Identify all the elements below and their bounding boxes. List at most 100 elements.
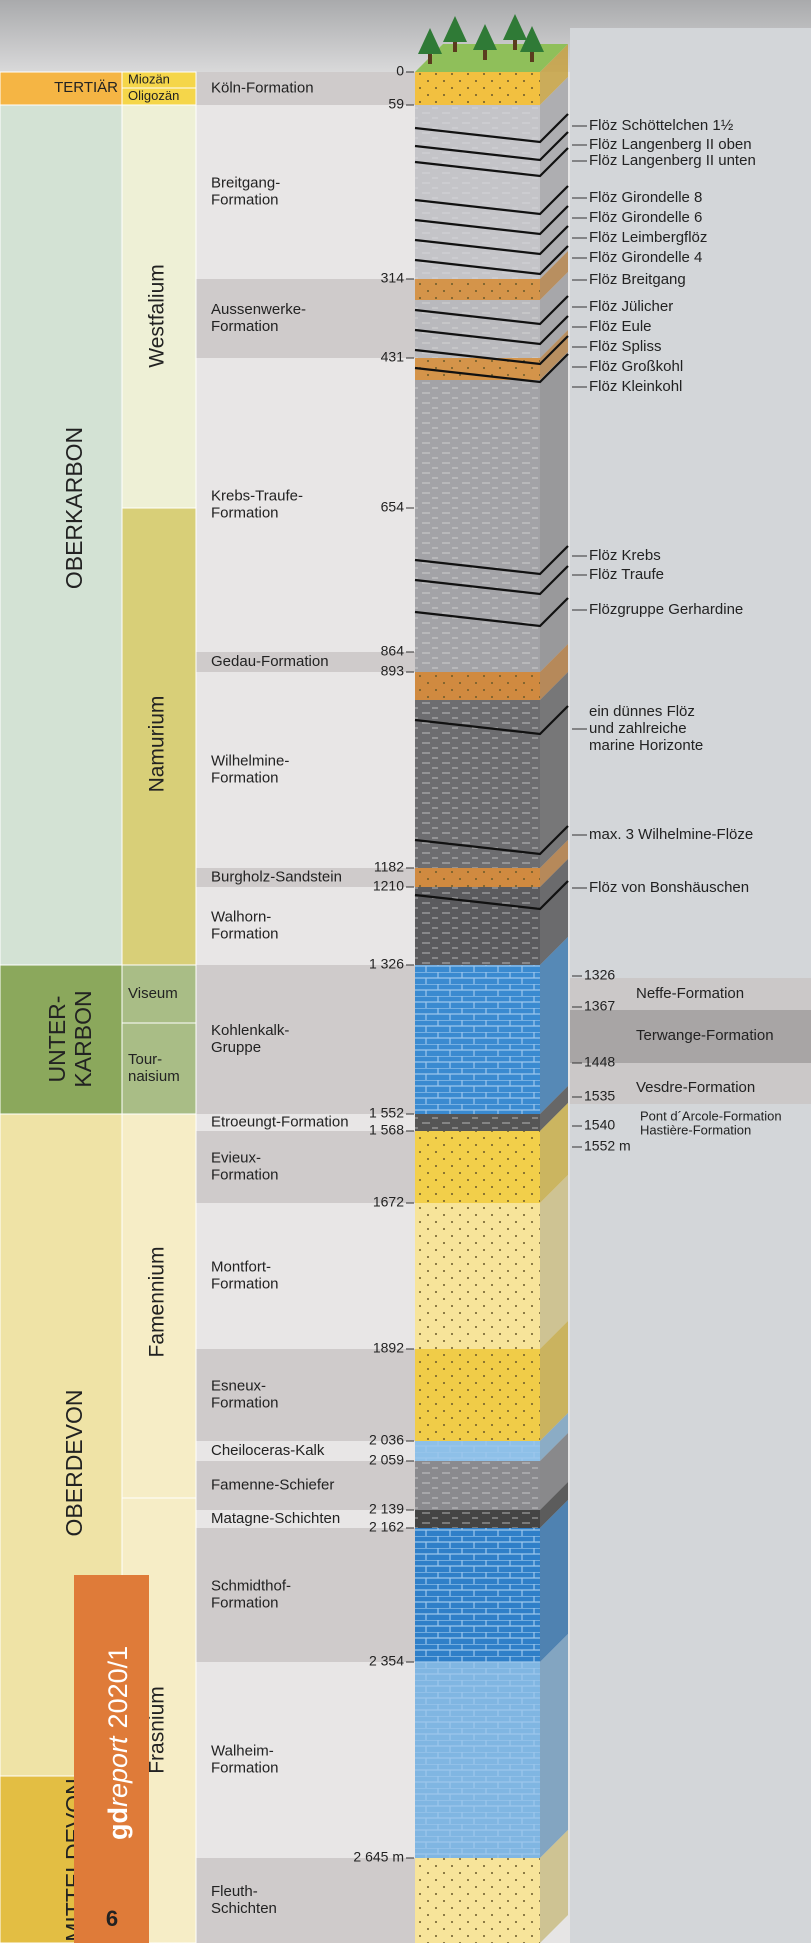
seam-label: und zahlreiche: [589, 720, 687, 737]
depth-label: 1 552: [369, 1105, 404, 1121]
badge-name: report: [103, 1735, 133, 1807]
era-group: OBERKARBON: [61, 427, 87, 589]
seam-label: marine Horizonte: [589, 737, 703, 754]
depth-label: 893: [381, 663, 405, 679]
rock-pattern: [415, 1131, 540, 1203]
depth-label: 1672: [373, 1194, 404, 1210]
era-group: UNTER-KARBON: [44, 990, 96, 1087]
rock-pattern: [415, 1203, 540, 1349]
formation-label: Formation: [211, 504, 279, 521]
badge-title: gdreport2020/1: [103, 1646, 133, 1840]
lower-depth: 1552 m: [584, 1138, 631, 1154]
formation-label: Formation: [211, 191, 279, 208]
formation-label: Formation: [211, 1166, 279, 1183]
seam-label: Flöz Eule: [589, 318, 652, 335]
formation-label: Wilhelmine-: [211, 752, 289, 769]
seam-label: Flöz Girondelle 8: [589, 189, 702, 206]
rock-pattern: [415, 279, 540, 300]
seam-label: Flöz Spliss: [589, 338, 662, 355]
seam-label: Flöz Jülicher: [589, 298, 673, 315]
formation-label: Montfort-: [211, 1258, 271, 1275]
seam-label: Flöz Breitgang: [589, 271, 686, 288]
formation-label: Walhorn-: [211, 908, 271, 925]
rock-side-shade: [540, 937, 568, 1114]
rock-side-shade: [540, 1500, 568, 1662]
formation-label: Formation: [211, 318, 279, 335]
rock-pattern: [415, 1528, 540, 1662]
formation-label: Gedau-Formation: [211, 653, 329, 670]
seam-label: Flöz Girondelle 4: [589, 249, 702, 266]
depth-label: 2 645 m: [353, 1849, 404, 1865]
formation-label: Walheim-: [211, 1742, 274, 1759]
depth-label: 314: [381, 270, 405, 286]
lower-formation: Hastière-Formation: [640, 1122, 751, 1137]
depth-label: 2 059: [369, 1452, 404, 1468]
rock-side-shade: [540, 1634, 568, 1858]
formation-label: Esneux-: [211, 1377, 266, 1394]
formation-label: Krebs-Traufe-: [211, 487, 303, 504]
rock-pattern: [415, 1461, 540, 1510]
formation-label: Formation: [211, 769, 279, 786]
seam-label: Flöz Traufe: [589, 566, 664, 583]
lower-formation: Neffe-Formation: [636, 985, 744, 1002]
lower-formation: Terwange-Formation: [636, 1027, 774, 1044]
formation-label: Gruppe: [211, 1039, 261, 1056]
rock-pattern: [415, 965, 540, 1114]
lower-depth: 1367: [584, 998, 615, 1014]
rock-side-shade: [540, 1175, 568, 1349]
stage-label: Namurium: [146, 696, 169, 793]
stage-group: Westfalium: [146, 264, 169, 367]
formation-label: Burgholz-Sandstein: [211, 868, 342, 885]
stage-group: Famennium: [146, 1247, 169, 1358]
seam-label: Flöz Langenberg II oben: [589, 136, 752, 153]
seam-label: ein dünnes Flöz: [589, 703, 695, 720]
rock-pattern: [415, 1662, 540, 1858]
depth-label: 59: [388, 96, 404, 112]
rock-pattern: [415, 380, 540, 672]
depth-label: 1 568: [369, 1122, 404, 1138]
era-label: UNTER-: [44, 996, 70, 1083]
rock-pattern: [415, 300, 540, 358]
rock-pattern: [415, 1441, 540, 1461]
lower-formation: Vesdre-Formation: [636, 1079, 755, 1096]
era-label: TERTIÄR: [54, 79, 118, 96]
stage-label: naisium: [128, 1068, 180, 1085]
lower-formation: Pont d´Arcole-Formation: [640, 1108, 782, 1123]
formation-label: Formation: [211, 1594, 279, 1611]
depth-label: 2 139: [369, 1501, 404, 1517]
era-label: OBERDEVON: [61, 1390, 87, 1537]
stage-label: Famennium: [146, 1247, 169, 1358]
badge-page: 6: [106, 1906, 118, 1931]
stage-label: Tour-: [128, 1051, 162, 1068]
formation-label: Cheiloceras-Kalk: [211, 1442, 325, 1459]
seam-label: Flöz von Bonshäuschen: [589, 879, 749, 896]
seam-label: Flöz Langenberg II unten: [589, 152, 756, 169]
formation-label: Etroeungt-Formation: [211, 1113, 349, 1130]
depth-label: 1210: [373, 878, 404, 894]
depth-label: 0: [396, 63, 404, 79]
formation-label: Formation: [211, 925, 279, 942]
depth-label: 431: [381, 349, 405, 365]
era-label: KARBON: [70, 990, 96, 1087]
seam-label: Flöz Krebs: [589, 547, 661, 564]
seam-label: max. 3 Wilhelmine-Flöze: [589, 826, 753, 843]
stage-label: Miozän: [128, 71, 170, 86]
formation-label: Aussenwerke-: [211, 301, 306, 318]
formation-label: Breitgang-: [211, 174, 280, 191]
rock-pattern: [415, 1510, 540, 1528]
depth-label: 1 326: [369, 956, 404, 972]
stage-label: Viseum: [128, 985, 178, 1002]
seam-label: Flöz Kleinkohl: [589, 378, 682, 395]
formation-label: Matagne-Schichten: [211, 1510, 340, 1527]
depth-label: 864: [381, 643, 405, 659]
formation-label: Schmidthof-: [211, 1577, 291, 1594]
stage-label: Oligozän: [128, 88, 179, 103]
rock-pattern: [415, 1349, 540, 1441]
formation-label: Fleuth-: [211, 1883, 258, 1900]
depth-label: 2 036: [369, 1432, 404, 1448]
stage-group: Namurium: [146, 696, 169, 793]
seam-label: Flöz Girondelle 6: [589, 209, 702, 226]
depth-label: 2 354: [369, 1653, 404, 1669]
lower-depth: 1540: [584, 1117, 615, 1133]
lower-depth: 1326: [584, 967, 615, 983]
